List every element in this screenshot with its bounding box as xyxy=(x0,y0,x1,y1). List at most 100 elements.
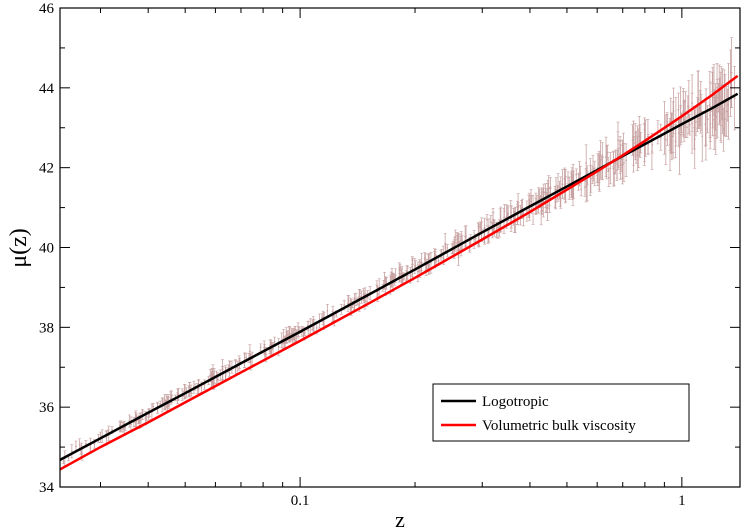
data-point xyxy=(288,332,291,335)
data-point xyxy=(680,129,683,132)
data-point xyxy=(534,204,537,207)
data-points-layer xyxy=(61,37,737,466)
data-point xyxy=(517,205,519,208)
data-point xyxy=(549,187,552,190)
y-tick-label: 36 xyxy=(39,400,55,416)
data-point xyxy=(672,110,675,112)
legend: Logotropic Volumetric bulk viscosity xyxy=(432,383,690,442)
data-point xyxy=(347,302,349,305)
x-tick-label: 1 xyxy=(678,493,686,509)
data-point xyxy=(140,419,142,422)
data-point xyxy=(584,186,586,189)
data-point xyxy=(145,415,148,418)
y-tick-label: 46 xyxy=(39,1,55,17)
data-point xyxy=(670,132,673,135)
data-point xyxy=(277,346,280,348)
data-point xyxy=(359,292,361,295)
data-point xyxy=(691,102,693,104)
data-point xyxy=(713,89,715,91)
volumetric-bulk-viscosity-curve xyxy=(59,74,739,471)
data-point xyxy=(598,179,601,182)
data-point xyxy=(701,135,704,138)
data-point xyxy=(607,176,610,179)
data-point xyxy=(287,334,289,337)
data-point xyxy=(726,104,729,106)
data-point xyxy=(720,95,723,97)
data-point xyxy=(724,118,727,121)
data-point xyxy=(248,350,251,353)
data-point xyxy=(284,342,287,344)
data-point xyxy=(540,210,543,213)
data-point xyxy=(315,326,318,329)
data-point xyxy=(302,335,305,337)
y-axis-title: μ(z) xyxy=(6,228,32,268)
data-point xyxy=(200,386,203,389)
data-point xyxy=(326,310,329,312)
data-point xyxy=(563,178,566,181)
data-point xyxy=(599,159,602,161)
data-point xyxy=(507,212,510,215)
data-point xyxy=(542,191,545,194)
data-point xyxy=(435,259,438,262)
data-point xyxy=(522,216,525,219)
data-point xyxy=(152,405,155,408)
data-point xyxy=(159,403,162,405)
data-point xyxy=(499,218,502,221)
data-point xyxy=(473,238,476,241)
data-point xyxy=(400,273,403,276)
data-point xyxy=(617,139,619,141)
legend-box xyxy=(432,383,690,442)
data-point xyxy=(269,344,272,347)
data-point xyxy=(686,126,688,129)
data-point xyxy=(437,260,440,262)
data-point xyxy=(620,163,623,166)
data-point xyxy=(709,114,712,117)
data-point xyxy=(695,120,697,123)
data-point xyxy=(457,249,460,251)
data-point xyxy=(414,264,417,267)
model-curves-layer xyxy=(59,74,739,471)
data-point xyxy=(93,442,96,445)
data-point xyxy=(454,235,457,238)
data-point xyxy=(592,166,594,168)
data-point xyxy=(474,237,477,240)
y-tick-label: 38 xyxy=(39,320,54,336)
y-tick-label: 40 xyxy=(39,241,54,257)
data-point xyxy=(706,118,709,120)
data-point xyxy=(62,460,65,462)
data-point xyxy=(687,106,690,108)
data-point xyxy=(580,188,583,191)
data-point xyxy=(423,257,426,260)
data-point xyxy=(677,132,680,135)
data-point xyxy=(177,393,180,396)
legend-label-volumetric: Volumetric bulk viscosity xyxy=(482,418,636,434)
data-point xyxy=(606,151,609,154)
data-point xyxy=(632,153,635,156)
data-point xyxy=(209,374,212,377)
data-point xyxy=(730,71,733,74)
data-point xyxy=(489,221,492,223)
data-point xyxy=(623,161,625,164)
y-tick-label: 42 xyxy=(39,161,54,177)
data-point xyxy=(321,316,323,319)
data-point xyxy=(609,167,612,170)
data-point xyxy=(612,167,615,170)
data-point xyxy=(699,106,702,109)
data-point xyxy=(693,126,696,129)
data-point xyxy=(245,356,248,359)
data-point xyxy=(718,93,721,96)
data-point xyxy=(457,236,459,239)
data-point xyxy=(479,226,482,229)
data-point xyxy=(651,150,653,153)
data-point xyxy=(282,335,285,338)
data-point xyxy=(282,342,284,345)
data-point xyxy=(717,96,720,99)
y-tick-label: 44 xyxy=(39,81,55,97)
data-point xyxy=(688,123,691,126)
data-point xyxy=(272,347,274,350)
data-point xyxy=(561,183,564,185)
data-point xyxy=(483,226,486,229)
data-point xyxy=(444,242,447,245)
data-point xyxy=(664,138,667,141)
data-point xyxy=(605,161,608,164)
